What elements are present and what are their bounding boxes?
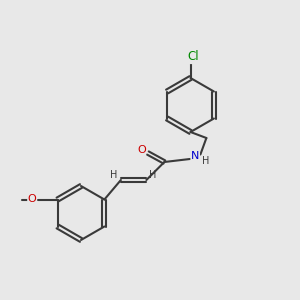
Text: H: H	[149, 169, 157, 180]
Text: Cl: Cl	[188, 50, 199, 64]
Text: N: N	[191, 151, 200, 161]
Text: O: O	[137, 145, 146, 155]
Text: H: H	[202, 155, 209, 166]
Text: H: H	[110, 169, 117, 180]
Text: O: O	[28, 194, 37, 205]
